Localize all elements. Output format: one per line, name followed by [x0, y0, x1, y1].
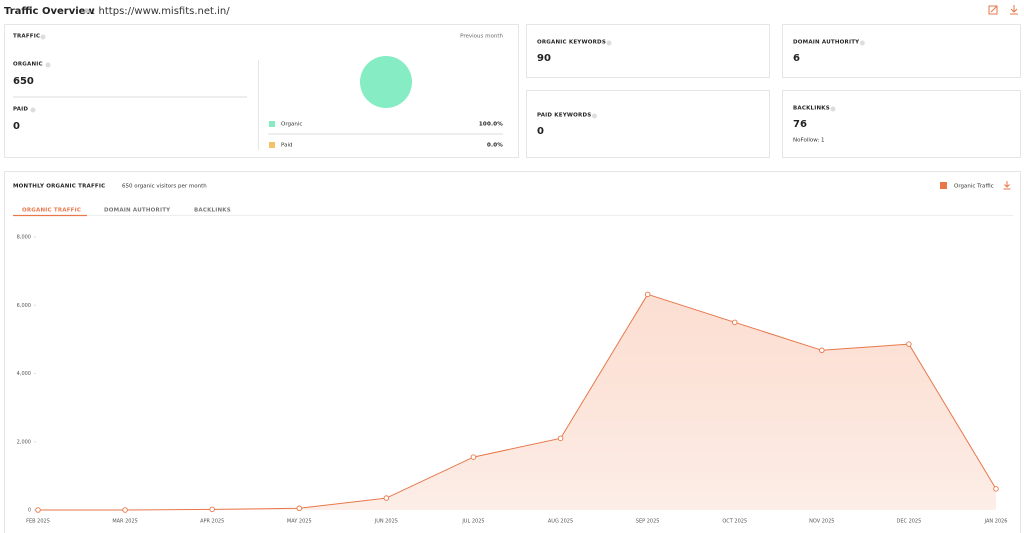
point[interactable]: [819, 347, 825, 354]
point[interactable]: [557, 435, 564, 442]
metric-card: [782, 90, 1021, 158]
x-tick-label: NOV 2025: [809, 519, 834, 525]
info-icon[interactable]: [606, 40, 612, 46]
x-tick-label: JUL 2025: [461, 519, 484, 525]
x-tick-label: JAN 2026: [984, 519, 1008, 525]
line-chart: ORGANIC TRAFFIC DOMAIN AUTHORITY BACKLINKS…: [13, 182, 1007, 525]
point[interactable]: [383, 495, 390, 501]
legend-label: Paid: [281, 143, 292, 149]
x-tick-label: APR 2025: [200, 519, 224, 525]
info-icon[interactable]: [591, 113, 597, 119]
metric-value: 650: [13, 76, 34, 87]
legend-value: 0.0%: [487, 143, 503, 149]
point[interactable]: [122, 507, 128, 513]
x-tick-label: DEC 2025: [896, 519, 921, 525]
info-icon[interactable]: [45, 62, 51, 68]
metric-card: [526, 90, 770, 158]
x-tick-label: FEB 2025: [26, 519, 50, 525]
metric-cards: ORGANIC KEYWORDS 90 DOMAIN AUTHORITY 6 PAID …: [526, 24, 1021, 158]
y-tick-label: 4,000: [17, 371, 31, 377]
pie-chart: Organic 100.0% Paid 0.0%: [269, 56, 503, 149]
card-title: TRAFFIC: [13, 34, 40, 40]
card-title: PAID KEYWORDS: [537, 113, 591, 119]
chart-title: MONTHLY ORGANIC TRAFFIC: [13, 184, 105, 190]
x-tick-label: MAR 2025: [112, 519, 138, 525]
info-icon[interactable]: [40, 34, 46, 40]
download-icon[interactable]: [1010, 5, 1018, 15]
line: [38, 293, 997, 511]
x-tick-label: SEP 2025: [636, 519, 660, 525]
metric-value: 0: [537, 126, 544, 137]
tab[interactable]: DOMAIN AUTHORITY: [104, 208, 171, 214]
legend-label[interactable]: Organic Traffic: [954, 184, 994, 190]
point[interactable]: [296, 505, 303, 512]
y-tick-label: 0: [28, 508, 31, 514]
legend-swatch: [269, 121, 275, 127]
tab[interactable]: ORGANIC TRAFFIC: [22, 208, 81, 214]
legend-label: Organic: [281, 122, 302, 128]
card-title: BACKLINKS: [793, 106, 830, 112]
metric-value: 6: [793, 53, 800, 64]
area: [38, 294, 996, 510]
point[interactable]: [906, 341, 912, 347]
period-label: Previous month: [460, 34, 503, 40]
metric-value: 90: [537, 53, 551, 64]
page-title: Traffic Overview: [4, 6, 95, 17]
edit-icon[interactable]: [988, 5, 998, 15]
pie-slice: [360, 56, 412, 108]
x-tick-label: JUN 2025: [374, 519, 398, 525]
info-icon[interactable]: [30, 107, 36, 113]
card-title: ORGANIC KEYWORDS: [537, 40, 606, 46]
metric-label: ORGANIC: [13, 62, 43, 68]
site-url: : https://www.misfits.net.in/: [92, 6, 230, 17]
info-icon[interactable]: [84, 8, 90, 14]
legend-value: 100.0%: [479, 122, 503, 128]
metric-value: 76: [793, 119, 807, 130]
chart-subtitle: 650 organic visitors per month: [122, 184, 207, 190]
point[interactable]: [470, 454, 477, 460]
point[interactable]: [644, 291, 651, 298]
y-tick-label: 8,000: [17, 235, 31, 241]
card-note: NoFollow: 1: [793, 138, 825, 144]
traffic-card: [4, 24, 519, 158]
point[interactable]: [731, 319, 738, 326]
point[interactable]: [993, 486, 999, 492]
info-icon[interactable]: [859, 40, 865, 46]
y-tick-label: 2,000: [17, 439, 31, 445]
x-tick-label: OCT 2025: [722, 519, 747, 525]
card-title: DOMAIN AUTHORITY: [793, 40, 860, 46]
metric-card: [526, 24, 770, 78]
point[interactable]: [209, 506, 215, 513]
legend-swatch: [269, 142, 275, 148]
download-icon[interactable]: [1003, 181, 1011, 190]
tab[interactable]: BACKLINKS: [194, 208, 231, 214]
point[interactable]: [35, 507, 41, 513]
legend-swatch[interactable]: [940, 182, 947, 189]
x-tick-label: AUG 2025: [548, 519, 573, 525]
x-tick-label: MAY 2025: [287, 519, 312, 525]
y-tick-label: 6,000: [17, 303, 31, 309]
metric-label: PAID: [13, 107, 28, 113]
info-icon[interactable]: [830, 106, 836, 112]
metric-card: [782, 24, 1021, 78]
metric-value: 0: [13, 121, 20, 132]
